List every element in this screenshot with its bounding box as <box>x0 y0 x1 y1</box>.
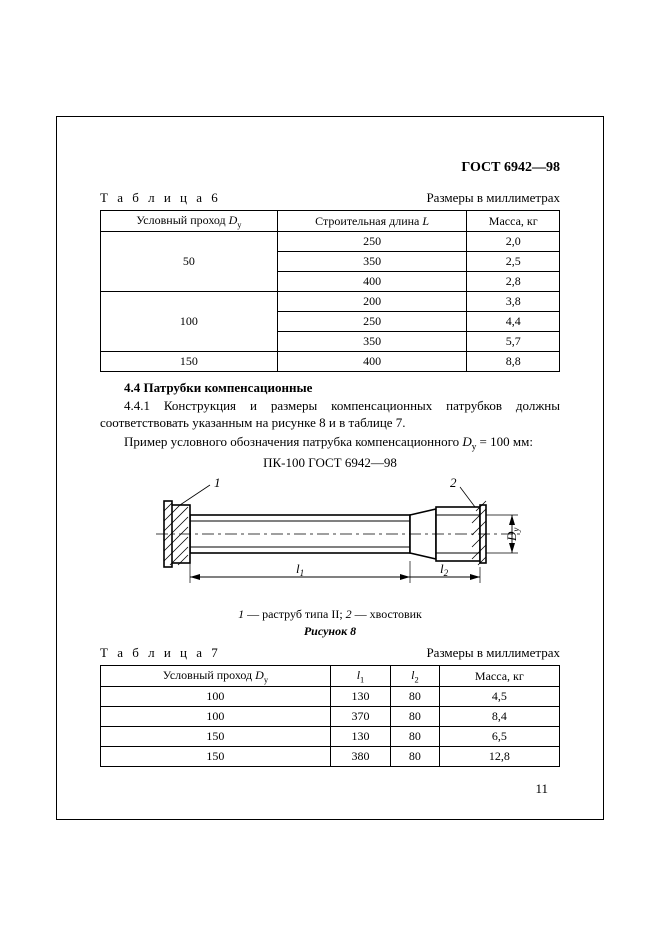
col2-label: Строительная длина <box>315 214 419 228</box>
col1-sym: D <box>229 213 238 227</box>
example-designation: ПК-100 ГОСТ 6942—98 <box>100 455 560 471</box>
cell-m: 2,5 <box>467 252 560 272</box>
cell-dy: 150 <box>101 727 331 747</box>
cell-l2: 80 <box>391 687 440 707</box>
section-4-4-head: 4.4 Патрубки компенсационные <box>100 380 560 396</box>
cell-l1: 130 <box>330 687 390 707</box>
figure-8-title: Рисунок 8 <box>100 624 560 639</box>
figure-8: 1 2 l1 l2 <box>100 475 560 605</box>
dim-l2: l2 <box>440 561 449 578</box>
p2sym: D <box>462 434 471 449</box>
table7-caption-right: Размеры в миллиметрах <box>426 645 560 661</box>
t7-col2-sub: 1 <box>360 675 364 684</box>
cell-L: 400 <box>277 272 467 292</box>
cell-m: 4,4 <box>467 312 560 332</box>
legend-1-txt: — раструб типа II; <box>244 607 346 621</box>
cell-l2: 80 <box>391 747 440 767</box>
cell-dy: 150 <box>101 352 278 372</box>
table7-caption-left: Т а б л и ц а 7 <box>100 645 221 661</box>
table-row: 150 400 8,8 <box>101 352 560 372</box>
cell-l1: 370 <box>330 707 390 727</box>
document-id: ГОСТ 6942—98 <box>100 160 560 176</box>
table7-col2-header: l1 <box>330 665 390 686</box>
table-row: 150 380 80 12,8 <box>101 747 560 767</box>
table6-col2-header: Строительная длина L <box>277 211 467 232</box>
table-row: 150 130 80 6,5 <box>101 727 560 747</box>
cell-m: 2,8 <box>467 272 560 292</box>
page: ГОСТ 6942—98 Т а б л и ц а 6 Размеры в м… <box>0 0 661 935</box>
callout-1: 1 <box>214 475 221 490</box>
figure-8-svg: 1 2 l1 l2 <box>120 475 540 605</box>
legend-2-txt: — хвостовик <box>352 607 422 621</box>
table7-col3-header: l2 <box>391 665 440 686</box>
cell-L: 350 <box>277 332 467 352</box>
table-row: 100 200 3,8 <box>101 292 560 312</box>
table6-caption-left: Т а б л и ц а 6 <box>100 190 221 206</box>
cell-l1: 130 <box>330 727 390 747</box>
cell-dy: 100 <box>101 687 331 707</box>
cell-m: 12,8 <box>439 747 559 767</box>
cell-m: 6,5 <box>439 727 559 747</box>
callout-2: 2 <box>450 475 457 490</box>
t7-col1-sym: D <box>255 668 264 682</box>
table6-caption-right: Размеры в миллиметрах <box>426 190 560 206</box>
table6: Условный проход Dy Строительная длина L … <box>100 210 560 372</box>
table7-col1-header: Условный проход Dy <box>101 665 331 686</box>
para-4-4-1: 4.4.1 Конструкция и размеры компенсацион… <box>100 398 560 431</box>
t7-col3-sub: 2 <box>414 675 418 684</box>
table-row: 100 130 80 4,5 <box>101 687 560 707</box>
cell-m: 8,8 <box>467 352 560 372</box>
table7-header-row: Условный проход Dy l1 l2 Масса, кг <box>101 665 560 686</box>
table7-caption: Т а б л и ц а 7 Размеры в миллиметрах <box>100 645 560 661</box>
cell-m: 4,5 <box>439 687 559 707</box>
cell-l1: 380 <box>330 747 390 767</box>
cell-L: 250 <box>277 232 467 252</box>
p2a: Пример условного обозначения патрубка ко… <box>124 434 462 449</box>
cell-L: 250 <box>277 312 467 332</box>
cell-m: 8,4 <box>439 707 559 727</box>
table6-col3-header: Масса, кг <box>467 211 560 232</box>
col1-label: Условный проход <box>136 213 225 227</box>
dim-dy: Dy <box>504 527 521 541</box>
cell-m: 2,0 <box>467 232 560 252</box>
cell-dy: 50 <box>101 232 278 292</box>
dim-l1: l1 <box>296 561 304 578</box>
cell-L: 350 <box>277 252 467 272</box>
t7-col1-sub: y <box>264 675 268 684</box>
cell-l2: 80 <box>391 707 440 727</box>
page-number: 11 <box>535 781 548 797</box>
t7-col1-label: Условный проход <box>163 668 252 682</box>
col1-sub: y <box>237 220 241 229</box>
table7-col4-header: Масса, кг <box>439 665 559 686</box>
content-area: ГОСТ 6942—98 Т а б л и ц а 6 Размеры в м… <box>100 160 560 775</box>
table6-header-row: Условный проход Dy Строительная длина L … <box>101 211 560 232</box>
cell-dy: 100 <box>101 292 278 352</box>
table7: Условный проход Dy l1 l2 Масса, кг 100 1… <box>100 665 560 767</box>
cell-dy: 100 <box>101 707 331 727</box>
cell-l2: 80 <box>391 727 440 747</box>
cell-m: 5,7 <box>467 332 560 352</box>
table-row: 100 370 80 8,4 <box>101 707 560 727</box>
figure-8-legend: 1 — раструб типа II; 2 — хвостовик <box>100 607 560 622</box>
table-row: 50 250 2,0 <box>101 232 560 252</box>
cell-L: 400 <box>277 352 467 372</box>
para-example-intro: Пример условного обозначения патрубка ко… <box>100 434 560 453</box>
cell-dy: 150 <box>101 747 331 767</box>
table6-col1-header: Условный проход Dy <box>101 211 278 232</box>
p2b: = 100 мм: <box>476 434 533 449</box>
col2-sym: L <box>422 214 429 228</box>
cell-m: 3,8 <box>467 292 560 312</box>
table6-caption: Т а б л и ц а 6 Размеры в миллиметрах <box>100 190 560 206</box>
cell-L: 200 <box>277 292 467 312</box>
